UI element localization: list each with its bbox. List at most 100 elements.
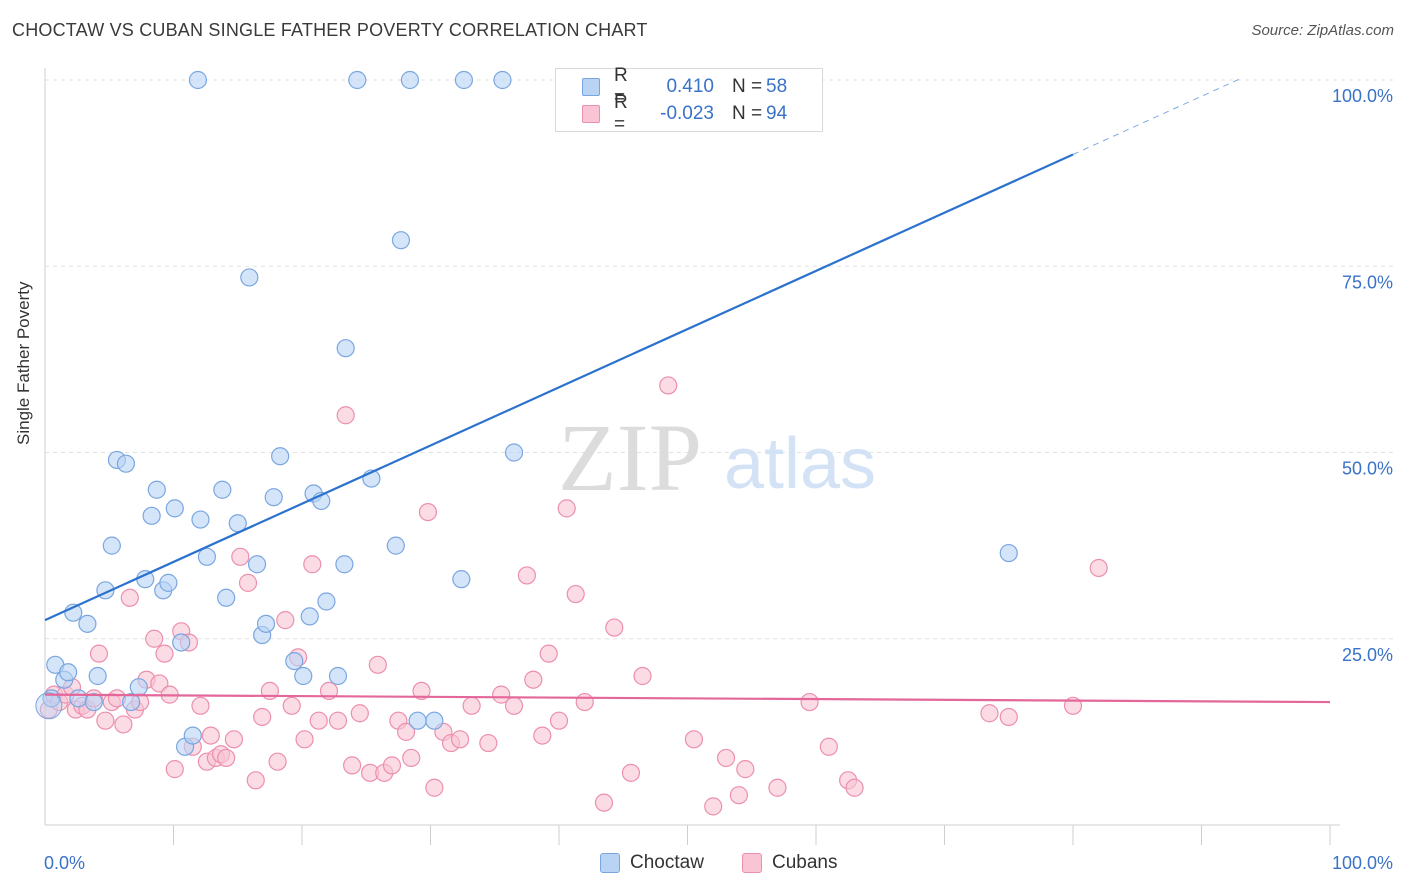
cubans-point [736, 760, 755, 779]
cubans-point [309, 711, 328, 730]
cubans-points [39, 376, 1108, 816]
legend-item-cubans[interactable]: Cubans [742, 852, 838, 874]
cubans-point [517, 566, 536, 585]
y-axis-label-wrap: Single Father Poverty [14, 282, 34, 445]
cubans-point [328, 711, 348, 730]
legend-r-value: 0.410 [666, 76, 714, 97]
cubans-legend-swatch [742, 853, 762, 873]
cubans-point [343, 756, 362, 775]
cubans-point [425, 778, 444, 797]
choctaw-point [116, 454, 136, 473]
cubans-point [145, 629, 164, 648]
cubans-point [462, 696, 481, 715]
choctaw-point [59, 663, 78, 682]
cubans-point [201, 726, 220, 745]
cubans-point [1089, 558, 1108, 578]
choctaw-point [328, 666, 348, 686]
cubans-point [89, 644, 109, 663]
cubans-point [716, 748, 736, 768]
cubans-point [368, 655, 387, 674]
choctaw-point [336, 339, 355, 358]
choctaw-point [197, 547, 217, 566]
cubans-point [217, 748, 236, 768]
choctaw-trend-extension [1072, 78, 1241, 155]
choctaw-point [493, 70, 512, 90]
y-tick-label: 25.0% [1342, 645, 1393, 665]
y-axis-label: Single Father Poverty [14, 281, 33, 445]
cubans-point [412, 681, 431, 701]
x-tick-label: 0.0% [44, 853, 85, 873]
choctaw-point [147, 480, 166, 499]
choctaw-points [35, 70, 1018, 756]
choctaw-point [172, 633, 191, 652]
choctaw-point [400, 70, 420, 90]
choctaw-point [84, 692, 103, 712]
legend-row-choctaw: R = 0.410 N = 58 [582, 65, 788, 108]
choctaw-point [191, 510, 210, 529]
cubans-point [224, 730, 243, 749]
cubans-point [114, 715, 133, 734]
cubans-point [594, 793, 614, 812]
cubans-swatch [582, 105, 600, 123]
x-tick-label: 100.0% [1332, 853, 1393, 873]
cubans-point [96, 711, 115, 730]
choctaw-point [348, 70, 367, 90]
legend-r-label: R = [614, 65, 628, 108]
choctaw-point [142, 506, 161, 525]
choctaw-point [294, 666, 313, 686]
cubans-point [492, 685, 511, 704]
legend-n-value: 58 [766, 76, 788, 97]
legend-row-cubans: R = -0.023 N = 94 [582, 92, 787, 135]
choctaw-point [213, 480, 232, 499]
legend-r-value: -0.023 [660, 103, 714, 124]
choctaw-point [454, 70, 474, 90]
cubans-point [479, 733, 498, 753]
choctaw-point [129, 678, 148, 697]
choctaw-point [425, 711, 444, 730]
cubans-point [819, 737, 838, 756]
cubans-point [575, 692, 594, 712]
cubans-point [533, 726, 552, 745]
series-legend: Choctaw Cubans [0, 852, 1406, 876]
cubans-point [704, 797, 723, 816]
choctaw-point [240, 268, 259, 287]
choctaw-point [78, 614, 97, 633]
cubans-point [539, 644, 558, 663]
legend-item-choctaw[interactable]: Choctaw [600, 852, 704, 874]
choctaw-point [217, 588, 236, 607]
cubans-point [633, 666, 652, 686]
choctaw-point [159, 573, 178, 592]
legend-n-label: N = [732, 103, 763, 124]
choctaw-point [121, 692, 141, 712]
choctaw-point [88, 666, 107, 686]
cubans-point [150, 674, 169, 693]
trend-lines [44, 78, 1331, 704]
watermark-zip: ZIP [558, 404, 702, 511]
choctaw-point [247, 555, 267, 574]
choctaw-point [264, 488, 283, 507]
cubans-point [336, 406, 355, 425]
cubans-point [450, 730, 470, 749]
choctaw-point [285, 651, 304, 671]
choctaw-point [391, 231, 411, 250]
cubans-point [659, 376, 678, 395]
cubans-point [155, 644, 174, 663]
cubans-point [120, 588, 139, 607]
cubans-point [418, 502, 438, 522]
choctaw-point-large [35, 692, 63, 720]
choctaw-point [165, 499, 184, 518]
legend-r-label: R = [614, 92, 628, 135]
choctaw-point [69, 689, 88, 708]
cubans-point [253, 707, 272, 727]
cubans-point [268, 752, 287, 771]
choctaw-point [300, 607, 319, 626]
choctaw-point [999, 543, 1018, 563]
cubans-point [845, 778, 864, 797]
cubans-point [165, 760, 184, 779]
tick-labels: 25.0% 50.0% 75.0% 100.0% 0.0% 100.0% [44, 86, 1393, 873]
cubans-point [402, 748, 421, 768]
choctaw-point [452, 570, 471, 589]
cubans-point [276, 611, 295, 630]
cubans-point [303, 555, 322, 574]
